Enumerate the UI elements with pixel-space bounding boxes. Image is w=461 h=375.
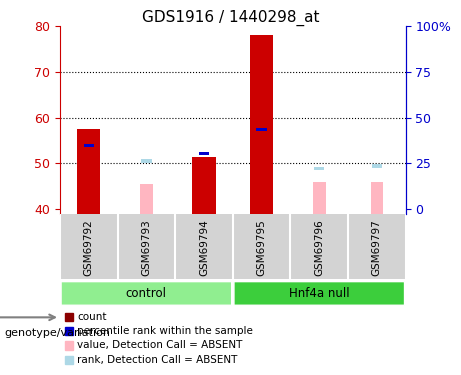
Bar	[371, 182, 383, 214]
Bar	[199, 152, 209, 155]
Text: GSM69796: GSM69796	[314, 219, 324, 276]
Text: rank, Detection Call = ABSENT: rank, Detection Call = ABSENT	[77, 355, 237, 364]
Bar	[83, 144, 94, 147]
Text: control: control	[126, 287, 167, 300]
Text: Hnf4a null: Hnf4a null	[289, 287, 349, 300]
FancyBboxPatch shape	[61, 282, 231, 305]
Text: percentile rank within the sample: percentile rank within the sample	[77, 326, 253, 336]
Bar	[250, 35, 273, 214]
Text: genotype/variation: genotype/variation	[5, 328, 111, 338]
Bar	[77, 129, 100, 214]
Bar	[314, 166, 325, 170]
Text: GSM69795: GSM69795	[257, 219, 266, 276]
Text: value, Detection Call = ABSENT: value, Detection Call = ABSENT	[77, 340, 242, 350]
Text: GDS1916 / 1440298_at: GDS1916 / 1440298_at	[142, 9, 319, 26]
Bar	[256, 128, 267, 131]
Text: GSM69797: GSM69797	[372, 219, 382, 276]
Bar	[313, 182, 325, 214]
Text: GSM69794: GSM69794	[199, 219, 209, 276]
FancyBboxPatch shape	[234, 282, 405, 305]
Bar	[140, 184, 153, 214]
Text: count: count	[77, 312, 107, 322]
Bar	[141, 159, 152, 162]
Bar	[193, 157, 216, 214]
Text: GSM69792: GSM69792	[84, 219, 94, 276]
Text: GSM69793: GSM69793	[142, 219, 151, 276]
Bar	[372, 164, 382, 168]
